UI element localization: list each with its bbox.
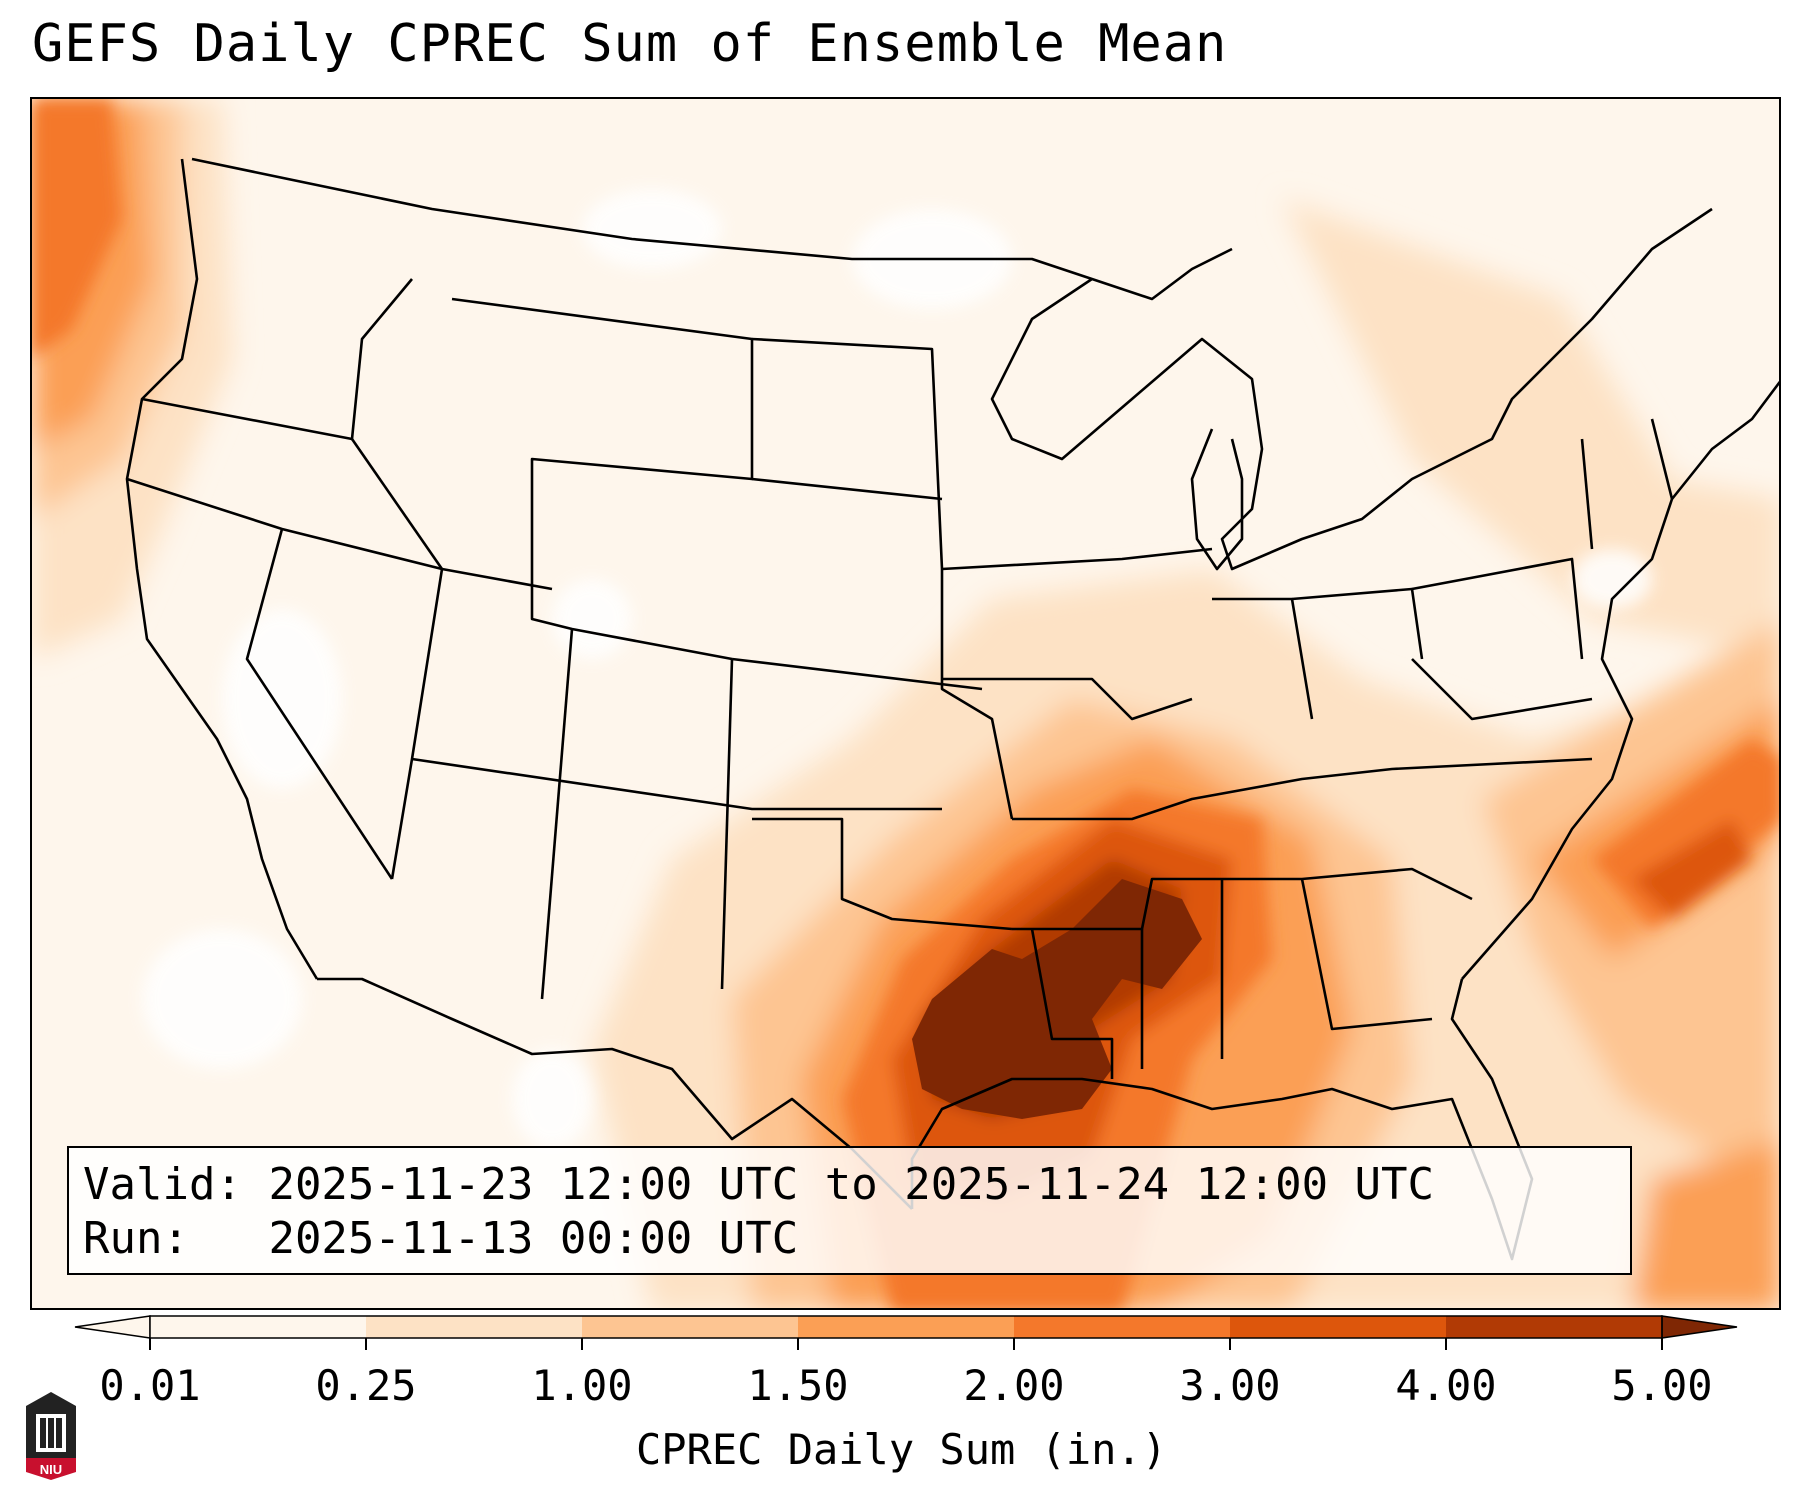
colorbar-extend-low xyxy=(74,1315,151,1339)
state-borders xyxy=(125,157,1779,1261)
colorbar-tick-label: 5.00 xyxy=(1611,1361,1712,1410)
colorbar-tick-label: 4.00 xyxy=(1395,1361,1496,1410)
colorbar-bin xyxy=(1014,1316,1231,1338)
precip-map xyxy=(32,99,1779,1308)
colorbar-bin xyxy=(366,1316,583,1338)
colorbar-bins xyxy=(74,1315,1738,1339)
colorbar: 0.01 0.25 1.00 1.50 2.00 3.00 4.00 5.00 xyxy=(74,1315,1738,1410)
colorbar-bin xyxy=(150,1316,367,1338)
colorbar-bin xyxy=(1230,1316,1447,1338)
niu-logo-icon: NIU xyxy=(26,1392,76,1480)
colorbar-extend-high xyxy=(1661,1315,1738,1339)
colorbar-tick-label: 0.01 xyxy=(99,1361,200,1410)
colorbar-tick-label: 0.25 xyxy=(315,1361,416,1410)
valid-run-box: Valid: 2025-11-23 12:00 UTC to 2025-11-2… xyxy=(67,1146,1632,1275)
map-title: GEFS Daily CPREC Sum of Ensemble Mean xyxy=(32,14,1228,74)
map-frame xyxy=(30,97,1781,1310)
run-time: 2025-11-13 00:00 UTC xyxy=(268,1213,799,1264)
colorbar-label: CPREC Daily Sum (in.) xyxy=(635,1425,1167,1474)
valid-time-range: 2025-11-23 12:00 UTC to 2025-11-24 12:00… xyxy=(268,1159,1435,1210)
colorbar-ticks: 0.01 0.25 1.00 1.50 2.00 3.00 4.00 5.00 xyxy=(99,1338,1713,1410)
colorbar-tick-label: 1.50 xyxy=(747,1361,848,1410)
run-label: Run: xyxy=(83,1213,189,1264)
valid-label: Valid: xyxy=(83,1159,242,1210)
colorbar-bin xyxy=(582,1316,799,1338)
colorbar-tick-label: 1.00 xyxy=(531,1361,632,1410)
svg-text:NIU: NIU xyxy=(40,1462,62,1477)
colorbar-tick-label: 2.00 xyxy=(963,1361,1064,1410)
colorbar-tick-label: 3.00 xyxy=(1179,1361,1280,1410)
colorbar-bin xyxy=(798,1316,1015,1338)
colorbar-outline xyxy=(149,1315,1663,1339)
colorbar-bin xyxy=(1446,1316,1663,1338)
